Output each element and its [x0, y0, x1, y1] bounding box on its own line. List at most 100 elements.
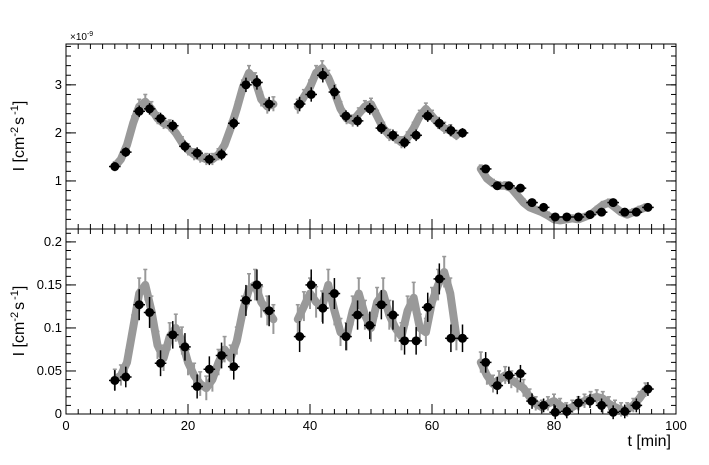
top-data-point — [446, 125, 456, 135]
bottom-data-point — [217, 350, 227, 360]
top-data-point — [527, 198, 537, 208]
bottom-data-point — [562, 406, 572, 416]
top-data-point — [585, 210, 595, 220]
bottom-black-point-series — [109, 263, 654, 420]
bottom-data-point — [252, 280, 262, 290]
top-data-point — [217, 150, 227, 160]
top-panel-frame — [65, 43, 677, 230]
bottom-data-point — [550, 407, 560, 417]
bottom-data-point — [539, 400, 549, 410]
bottom-y-axis-title: I [cm-2s-1] — [9, 286, 28, 357]
top-y-axis-title: I [cm-2s-1] — [9, 101, 28, 172]
top-data-point — [180, 141, 190, 151]
bottom-data-point — [156, 358, 166, 368]
bottom-data-point — [329, 289, 339, 299]
bottom-data-point — [204, 364, 214, 374]
bottom-data-point — [585, 396, 595, 406]
top-gray-band-series — [110, 60, 650, 225]
bottom-data-point — [306, 280, 316, 290]
bottom-data-point — [620, 406, 630, 416]
bottom-data-point — [110, 375, 120, 385]
bottom-data-point — [168, 330, 178, 340]
top-data-point — [264, 99, 274, 109]
bottom-xtick-label: 20 — [181, 418, 195, 433]
top-axis-ticks: 1 2 3 — [55, 44, 677, 230]
top-data-point — [295, 99, 305, 109]
top-data-point — [241, 80, 251, 90]
top-data-point — [458, 128, 467, 138]
bottom-data-point — [400, 336, 410, 346]
x-axis-title: t [min] — [627, 433, 671, 450]
bottom-xtick-label: 100 — [665, 418, 687, 433]
top-data-point — [643, 202, 653, 212]
bottom-data-point — [353, 310, 363, 320]
top-data-point — [121, 147, 131, 157]
bottom-xtick-label: 80 — [547, 418, 561, 433]
bottom-data-point — [241, 295, 251, 305]
top-data-point — [434, 118, 444, 128]
top-data-point — [192, 148, 202, 158]
bottom-ytick-label: 0 — [55, 406, 62, 421]
bottom-ytick-label: 0.05 — [37, 363, 62, 378]
top-data-point — [631, 207, 641, 217]
top-data-point — [318, 70, 328, 80]
top-data-point — [388, 130, 398, 140]
top-data-point — [353, 116, 363, 126]
top-data-point — [134, 106, 144, 116]
bottom-data-point — [365, 320, 375, 330]
bottom-data-point — [458, 333, 467, 343]
bottom-data-point — [643, 384, 653, 394]
top-data-point — [110, 162, 120, 172]
top-data-point — [411, 130, 421, 140]
top-data-point — [573, 212, 583, 222]
top-data-point — [597, 207, 607, 217]
top-data-point — [620, 207, 630, 217]
bottom-xtick-label: 40 — [303, 418, 317, 433]
top-band-line — [110, 64, 650, 225]
bottom-xtick-label: 0 — [62, 418, 69, 433]
bottom-data-point — [121, 372, 131, 382]
bottom-data-point — [434, 274, 444, 284]
bottom-data-point — [180, 342, 190, 352]
top-data-point — [504, 181, 514, 191]
top-data-point — [156, 113, 166, 123]
bottom-data-point — [573, 398, 583, 408]
bottom-data-point — [134, 300, 144, 310]
top-black-point-series — [109, 68, 654, 222]
top-data-point — [229, 118, 239, 128]
bottom-data-point — [631, 400, 641, 410]
top-data-point — [365, 104, 375, 114]
top-data-point — [539, 202, 549, 212]
top-data-point — [423, 111, 433, 121]
bottom-axis-ticks: 0 0.05 0.1 0.15 0.2 0 20 40 60 80 100 — [37, 229, 687, 433]
top-data-point — [376, 123, 386, 133]
top-ytick-label: 1 — [55, 173, 62, 188]
top-scale-note: ×10-9 — [70, 31, 93, 43]
bottom-data-point — [527, 396, 537, 406]
top-data-point — [608, 198, 618, 208]
bottom-data-point — [597, 400, 607, 410]
bottom-data-point — [229, 362, 239, 372]
bottom-data-point — [145, 307, 155, 317]
bottom-data-point — [411, 336, 421, 346]
top-data-point — [306, 89, 316, 99]
top-data-point — [168, 121, 178, 131]
bottom-data-point — [492, 381, 502, 391]
bottom-data-point — [264, 306, 274, 316]
bottom-ytick-label: 0.1 — [44, 320, 62, 335]
top-data-point — [341, 111, 351, 121]
top-data-point — [145, 104, 155, 114]
bottom-xtick-label: 60 — [425, 418, 439, 433]
bottom-data-point — [388, 310, 398, 320]
bottom-ytick-label: 0.15 — [37, 277, 62, 292]
bottom-data-point — [376, 300, 386, 310]
bottom-data-point — [481, 357, 491, 367]
bottom-data-point — [446, 333, 456, 343]
bottom-data-point — [341, 332, 351, 342]
top-data-point — [329, 87, 339, 97]
bottom-data-point — [295, 332, 305, 342]
top-data-point — [252, 77, 262, 87]
top-data-point — [204, 154, 214, 164]
bottom-data-point — [423, 302, 433, 312]
